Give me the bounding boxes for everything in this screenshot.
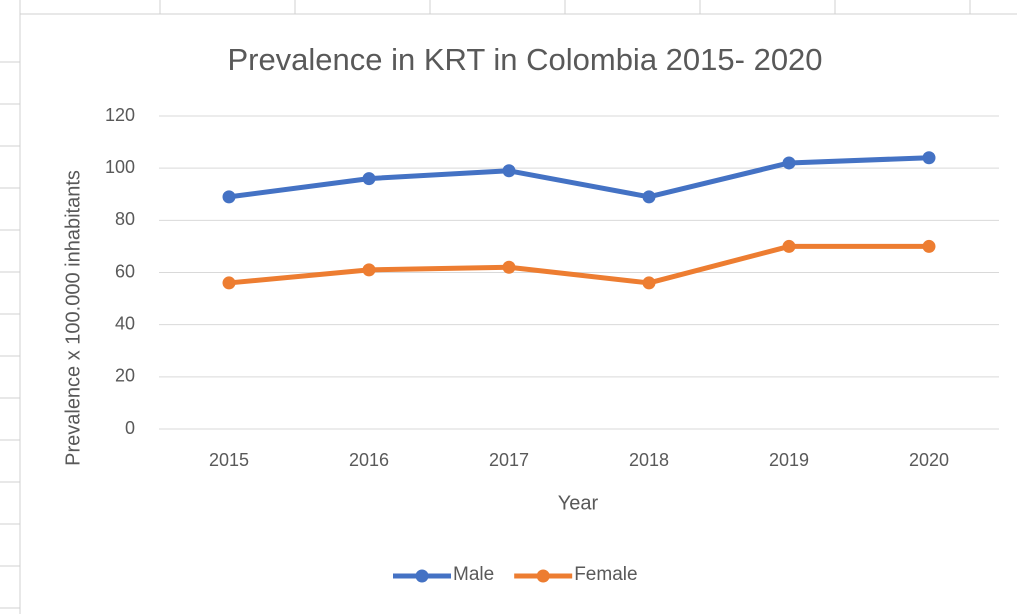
x-tick-label: 2020 — [909, 450, 949, 470]
x-tick-label: 2019 — [769, 450, 809, 470]
y-axis-title: Prevalence x 100.000 inhabitants — [62, 170, 84, 466]
y-tick-label: 120 — [105, 105, 135, 125]
series-marker — [362, 263, 376, 277]
x-tick-label: 2015 — [209, 450, 249, 470]
series-marker — [782, 239, 796, 253]
series-marker — [222, 276, 236, 290]
y-tick-label: 60 — [115, 261, 135, 281]
series-line — [226, 243, 932, 286]
series-marker — [502, 164, 516, 178]
x-tick-label: 2017 — [489, 450, 529, 470]
series-marker — [922, 239, 936, 253]
series-marker — [642, 276, 656, 290]
chart-title: Prevalence in KRT in Colombia 2015- 2020 — [227, 42, 822, 77]
legend-marker — [536, 569, 550, 583]
series-marker — [362, 172, 376, 186]
series-line — [226, 155, 932, 200]
y-tick-label: 40 — [115, 313, 135, 333]
x-tick-label: 2016 — [349, 450, 389, 470]
series-marker — [502, 260, 516, 274]
series-marker — [782, 156, 796, 170]
y-tick-label: 80 — [115, 209, 135, 229]
y-tick-label: 20 — [115, 366, 135, 386]
y-tick-label: 100 — [105, 157, 135, 177]
x-axis-title: Year — [558, 492, 599, 514]
legend-label: Male — [453, 564, 494, 585]
legend-marker — [415, 569, 429, 583]
series-marker — [642, 190, 656, 204]
legend-label: Female — [574, 564, 637, 585]
x-tick-label: 2018 — [629, 450, 669, 470]
y-tick-label: 0 — [125, 418, 135, 438]
series-marker — [222, 190, 236, 204]
series-marker — [922, 151, 936, 165]
